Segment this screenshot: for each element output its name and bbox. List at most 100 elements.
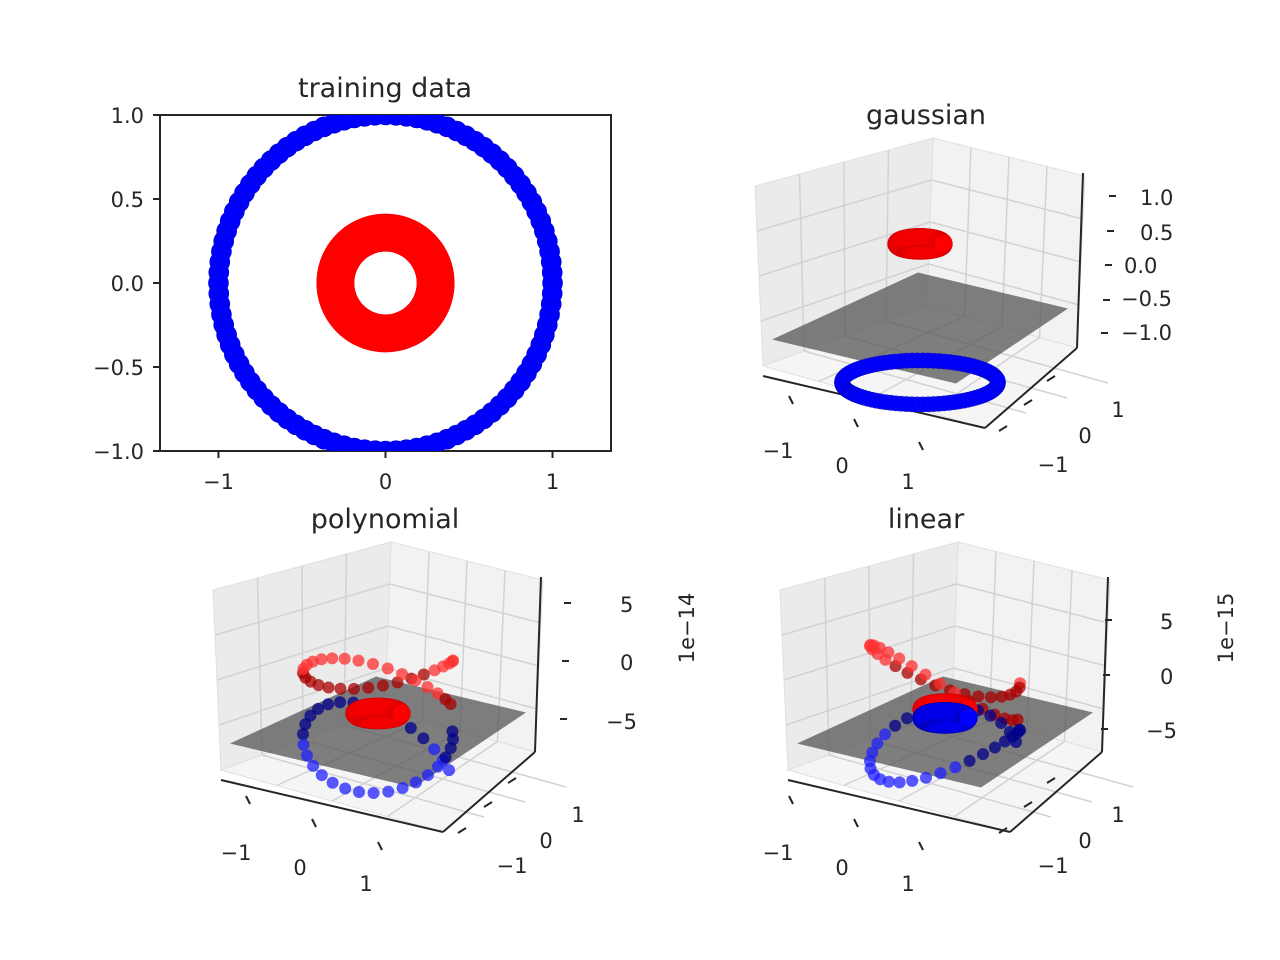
x-tick-label: 0 [293,856,306,880]
point-series0 [326,652,339,665]
training-data-axes: training data −1 0 1 −1.0 −0.5 0.0 0.5 1.0 [93,73,612,494]
point-series0 [381,662,394,675]
x-tick [788,795,794,805]
linear-points [863,638,1027,789]
point-series0 [334,682,347,695]
y-tick-label: −1 [1038,854,1069,878]
point-series1 [906,774,919,787]
point-series0 [972,690,985,703]
y-tick [483,801,493,808]
y-tick [507,777,517,784]
axis-line [1009,751,1103,833]
z-tick-label: 0.5 [1140,221,1173,245]
point-series1 [367,787,380,800]
gaussian-axes: gaussian −101−101−1.0−0.50.00.51.0 [754,100,1174,494]
point-series1 [882,775,895,788]
point-series1 [312,702,325,715]
y-tick-label: 0 [1078,829,1091,853]
y-tick-label: 0 [1078,424,1091,448]
point-series1 [352,785,365,798]
gaussian-ticks: −101−101−1.0−0.50.00.51.0 [763,186,1174,494]
point-series1 [1013,723,1026,736]
x-tick-label: 1 [901,470,914,494]
point-series0 [984,691,997,704]
x-tick-label: 1 [359,872,372,896]
y-tick-label: 1 [571,803,584,827]
z-tick-label: −5 [606,710,637,734]
point-series0 [934,234,953,253]
y-tick-label: −1 [497,854,528,878]
z-tick-label: −1.0 [1121,321,1172,345]
point-series0 [995,690,1008,703]
gaussian-title: gaussian [866,100,986,131]
grid-line [216,625,389,681]
x-tick [918,441,924,451]
x-tick [853,818,859,828]
point-series1 [446,725,459,738]
gaussian-decision-plane [772,272,1068,384]
point-series1 [322,698,335,711]
grid-line [387,625,540,667]
point-series1 [431,760,444,773]
point-series0 [893,652,906,665]
linear-axes: linear −101−101−505 1e−15 [763,504,1238,896]
x-tick-label: 1 [546,470,559,494]
x-tick [245,795,251,805]
point-series1 [404,721,417,734]
point-series0 [934,677,946,690]
z-tick-label: 1.0 [1140,186,1173,210]
grid-line [929,221,1082,263]
x-tick-label: 0 [835,454,848,478]
y-tick [1046,777,1056,784]
point-series0 [882,646,895,659]
point-series1 [934,767,947,780]
point-series1 [339,782,352,795]
axis-line [442,751,536,833]
x-tick [918,841,924,851]
y-tick [1023,399,1033,406]
y-tick-label: 1.0 [111,104,144,128]
x-tick-label: 0 [835,856,848,880]
x-tick-label: 1 [901,872,914,896]
point-series1 [989,373,1006,389]
point-series1 [443,764,456,777]
point-series3 [959,708,978,727]
y-tick [998,827,1008,834]
grid-line [387,740,498,818]
point-series1 [976,748,989,761]
x-tick-label: 0 [379,470,392,494]
training-data-ticks: −1 0 1 −1.0 −0.5 0.0 0.5 1.0 [93,104,559,494]
point-series0 [421,680,434,693]
grid-line [954,740,1065,818]
polynomial-z-offset-text: 1e−14 [675,593,699,664]
z-tick-label: 0 [1160,665,1173,689]
point-series0 [362,681,375,694]
point-series1 [382,785,395,798]
training-data-title: training data [298,73,472,104]
z-tick-label: 5 [620,593,633,617]
x-tick-label: −1 [221,841,252,865]
point-series1 [988,741,1001,754]
z-tick-label: −0.5 [1121,287,1172,311]
y-tick-label: −0.5 [93,356,144,380]
point-series0 [919,668,932,681]
point-series0 [905,660,918,673]
y-tick-label: −1.0 [93,440,144,464]
grid-line [954,625,1107,667]
axis-line [1101,576,1109,753]
grid-line [928,263,1080,306]
point-series1 [949,761,962,774]
point-series0 [541,283,563,304]
point-series0 [322,681,335,694]
linear-title: linear [888,504,965,535]
y-tick [1023,801,1033,808]
y-tick-label: 1 [1111,803,1124,827]
z-tick-label: 5 [1160,610,1173,634]
point-series1 [984,709,997,722]
point-series1 [893,776,906,789]
point-series0 [347,682,360,695]
point-series0 [1011,713,1024,726]
point-series0 [409,674,422,687]
polynomial-title: polynomial [311,504,460,535]
